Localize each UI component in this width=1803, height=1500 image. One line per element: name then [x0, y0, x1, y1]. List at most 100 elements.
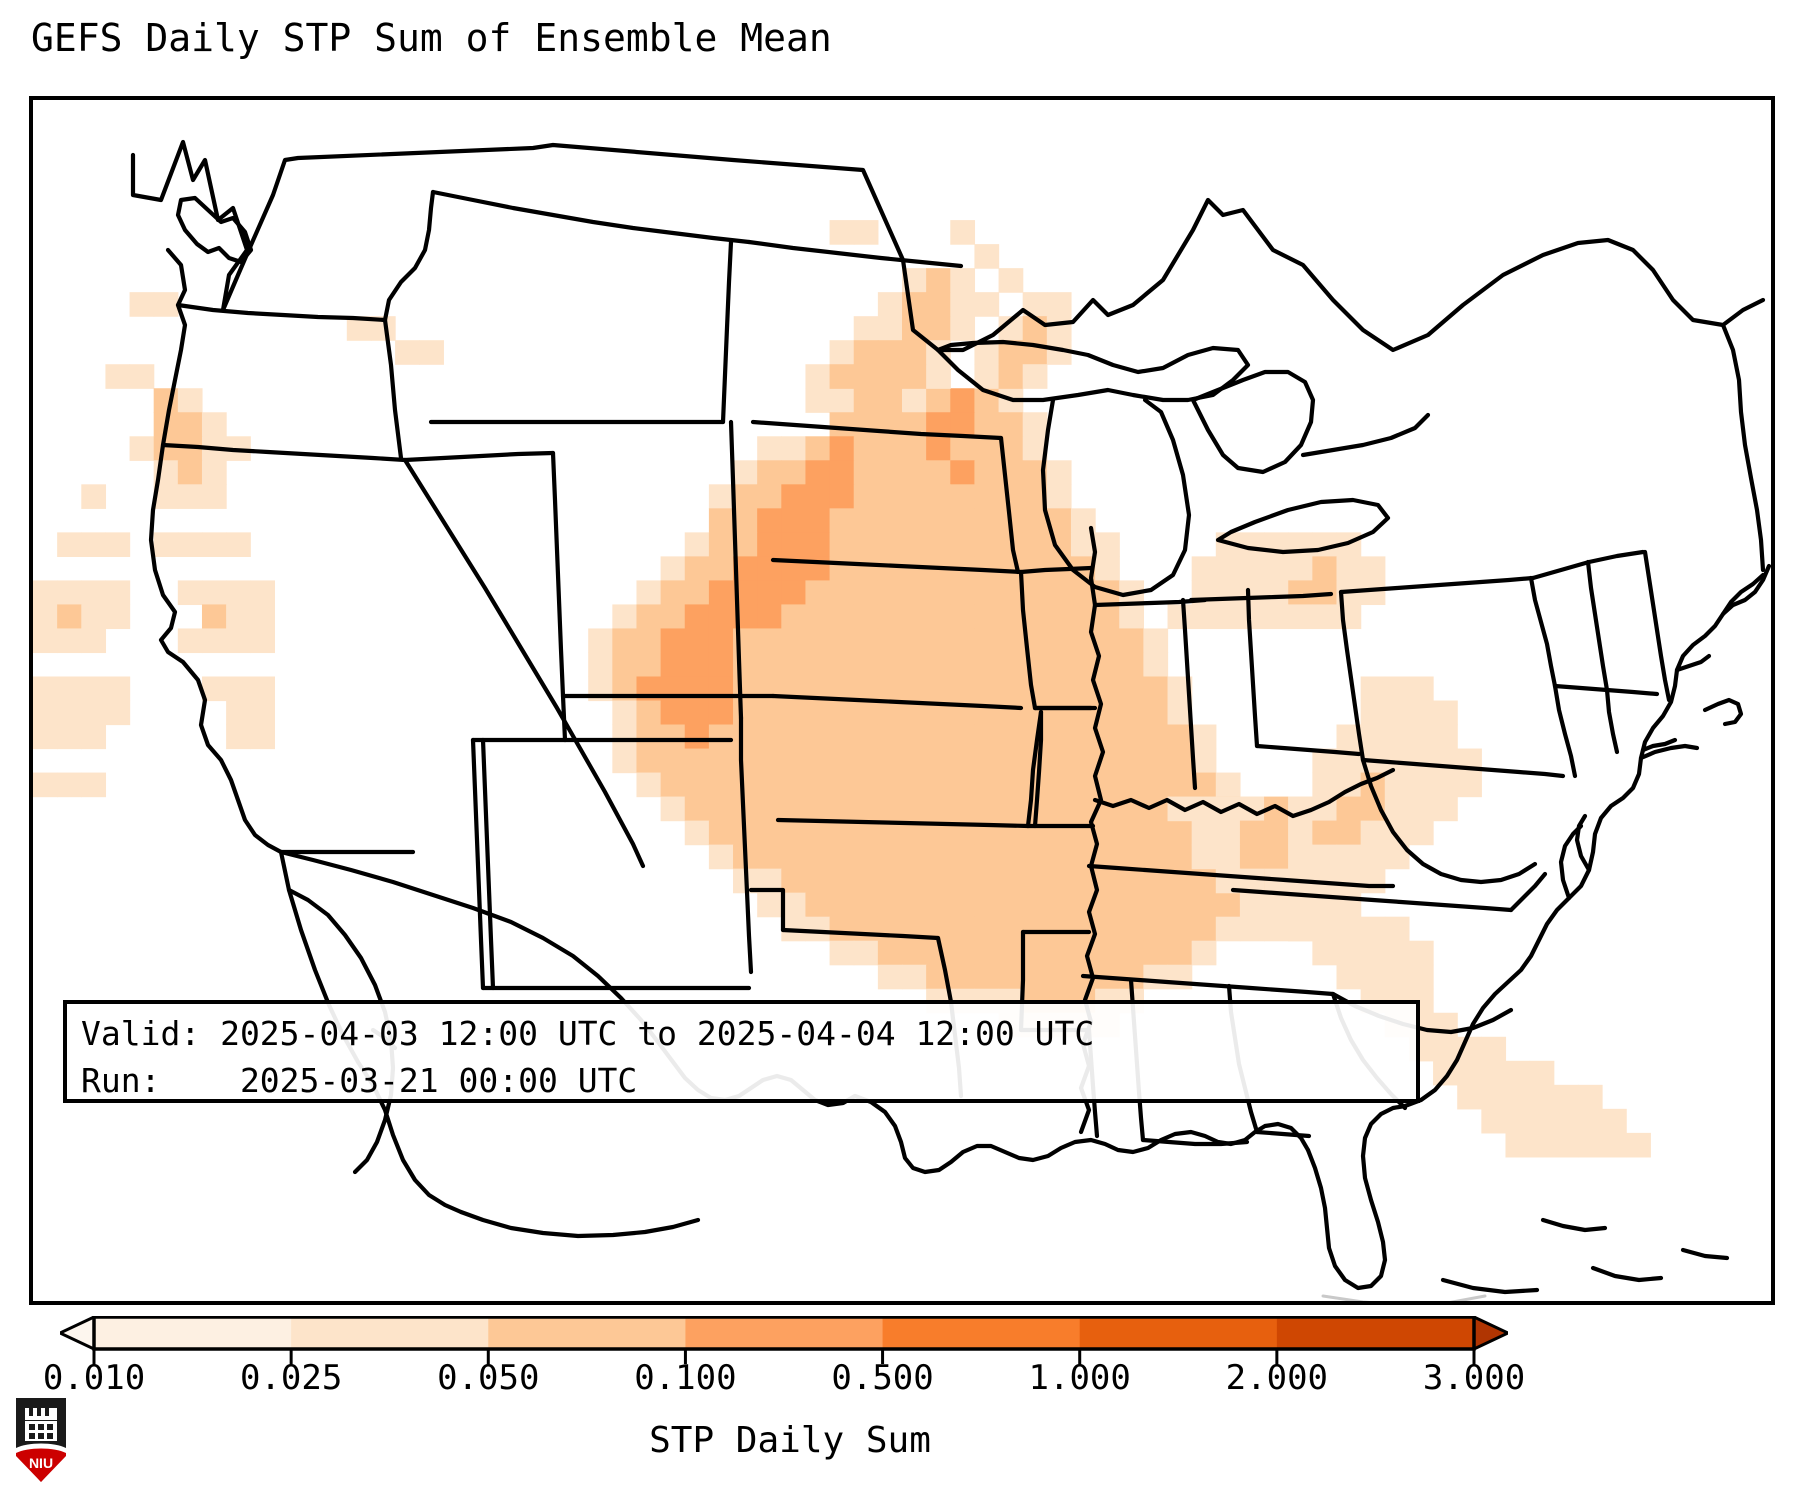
grid-cell — [877, 292, 903, 317]
grid-cell — [998, 676, 1024, 702]
grid-cell — [829, 460, 855, 485]
grid-cell — [805, 844, 831, 870]
grid-cell — [1070, 796, 1096, 822]
grid-cell — [877, 532, 903, 557]
grid-cell — [829, 532, 855, 557]
grid-cell — [998, 724, 1024, 750]
grid-cell — [998, 556, 1024, 581]
grid-cell — [1408, 796, 1434, 822]
grid-cell — [733, 508, 758, 533]
grid-cell — [1457, 1036, 1482, 1062]
grid-cell — [1143, 820, 1169, 846]
grid-cell — [1095, 772, 1120, 798]
valid-time-text: Valid: 2025-04-03 12:00 UTC to 2025-04-0… — [81, 1014, 1095, 1053]
grid-cell — [1553, 1108, 1579, 1134]
grid-cell — [877, 724, 903, 750]
grid-cell — [926, 604, 951, 630]
grid-cell — [1288, 580, 1313, 606]
grid-cell — [877, 844, 903, 870]
grid-cell — [153, 412, 179, 437]
grid-cell — [1457, 772, 1482, 798]
grid-cell — [1336, 772, 1362, 798]
grid-cell — [829, 580, 855, 606]
grid-cell — [926, 964, 951, 990]
colorbar-tick-label: 0.010 — [42, 1358, 146, 1398]
grid-cell — [950, 940, 976, 966]
grid-cell — [950, 868, 976, 894]
grid-cell — [805, 700, 831, 726]
grid-cell — [805, 772, 831, 798]
grid-cell — [33, 700, 58, 726]
grid-cell — [1239, 844, 1265, 870]
grid-cell — [877, 700, 903, 726]
grid-cell — [829, 556, 855, 581]
grid-cell — [708, 556, 734, 581]
grid-cell — [1288, 844, 1313, 870]
grid-cell — [1167, 844, 1193, 870]
grid-cell — [1070, 532, 1096, 557]
grid-cell — [1070, 676, 1096, 702]
grid-cell — [950, 604, 976, 630]
grid-cell — [1553, 1084, 1579, 1110]
grid-cell — [1215, 868, 1241, 894]
grid-cell — [781, 772, 807, 798]
grid-cell — [1408, 748, 1434, 774]
grid-cell — [1119, 652, 1144, 678]
grid-cell — [853, 892, 879, 918]
stp-data-grid — [33, 220, 1651, 1158]
grid-cell — [781, 604, 807, 630]
grid-cell — [1433, 1060, 1458, 1086]
grid-cell — [1384, 964, 1410, 990]
grid-cell — [902, 436, 927, 461]
grid-cell — [1022, 868, 1048, 894]
grid-cell — [805, 796, 831, 822]
grid-cell — [926, 484, 951, 509]
grid-cell — [1553, 1132, 1579, 1158]
colorbar-tick-label: 1.000 — [1028, 1358, 1131, 1398]
grid-cell — [81, 532, 107, 557]
grid-cell — [781, 868, 807, 894]
colorbar-under-arrow — [60, 1316, 96, 1352]
grid-cell — [1360, 964, 1386, 990]
grid-cell — [829, 940, 855, 966]
grid-cell — [974, 388, 1000, 413]
grid-cell — [1384, 940, 1410, 966]
grid-cell — [974, 916, 1000, 942]
grid-cell — [950, 772, 976, 798]
grid-cell — [998, 652, 1024, 678]
grid-cell — [733, 796, 758, 822]
grid-cell — [1095, 796, 1120, 822]
grid-cell — [926, 940, 951, 966]
grid-cell — [1070, 724, 1096, 750]
grid-cell — [805, 460, 831, 485]
grid-cell — [1288, 796, 1313, 822]
grid-cell — [1408, 964, 1434, 990]
grid-cell — [1336, 580, 1362, 606]
grid-cell — [974, 628, 1000, 654]
grid-cell — [1288, 892, 1313, 918]
grid-cell — [1360, 796, 1386, 822]
grid-cell — [974, 484, 1000, 509]
grid-cell — [974, 508, 1000, 533]
grid-cell — [902, 484, 927, 509]
grid-cell — [733, 556, 758, 581]
grid-cell — [829, 892, 855, 918]
colorbar-band — [94, 1317, 292, 1349]
colorbar-swatches — [60, 1316, 1508, 1364]
grid-cell — [829, 220, 855, 245]
grid-cell — [1095, 916, 1120, 942]
grid-cell — [57, 580, 82, 606]
colorbar[interactable] — [60, 1316, 1508, 1364]
grid-cell — [1046, 700, 1072, 726]
grid-cell — [226, 724, 251, 750]
grid-cell — [1577, 1132, 1603, 1158]
grid-cell — [1191, 724, 1217, 750]
grid-cell — [781, 460, 807, 485]
grid-cell — [781, 628, 807, 654]
grid-cell — [1360, 820, 1386, 846]
grid-cell — [177, 388, 203, 413]
grid-cell — [926, 724, 951, 750]
grid-cell — [201, 460, 227, 485]
niu-logo-text: NIU — [29, 1455, 53, 1471]
grid-cell — [1408, 772, 1434, 798]
